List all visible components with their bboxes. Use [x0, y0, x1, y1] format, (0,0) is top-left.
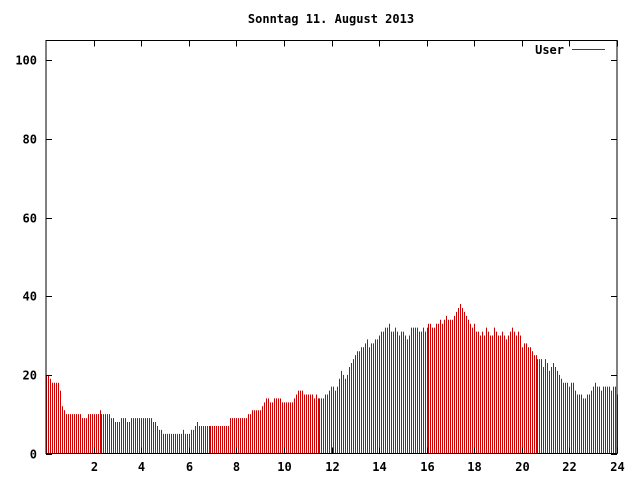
y-axis: 0 20 40 60 80 100	[15, 54, 617, 462]
x-axis: 2 4 6 8 10 12 14 16 18 20 22 24	[91, 40, 625, 474]
y-tick-label: 20	[23, 369, 37, 383]
x-tick-label: 22	[562, 460, 576, 474]
x-tick-label: 24	[610, 460, 624, 474]
x-tick-label: 12	[325, 460, 339, 474]
x-tick-label: 2	[91, 460, 98, 474]
x-tick-label: 14	[372, 460, 386, 474]
plot-frame	[45, 40, 618, 454]
legend: User	[535, 43, 605, 57]
y-tick-label: 40	[23, 290, 37, 304]
x-tick-label: 4	[138, 460, 145, 474]
x-tick-label: 20	[515, 460, 529, 474]
x-tick-label: 18	[467, 460, 481, 474]
x-tick-label: 6	[186, 460, 193, 474]
legend-label: User	[535, 43, 564, 57]
x-tick-label: 10	[277, 460, 291, 474]
chart-title: Sonntag 11. August 2013	[248, 12, 414, 26]
x-tick-label: 16	[420, 460, 434, 474]
bar-series	[46, 304, 618, 454]
y-tick-label: 80	[23, 133, 37, 147]
y-tick-label: 0	[30, 448, 37, 462]
y-tick-label: 60	[23, 212, 37, 226]
y-tick-label: 100	[15, 54, 37, 68]
x-tick-label: 8	[233, 460, 240, 474]
